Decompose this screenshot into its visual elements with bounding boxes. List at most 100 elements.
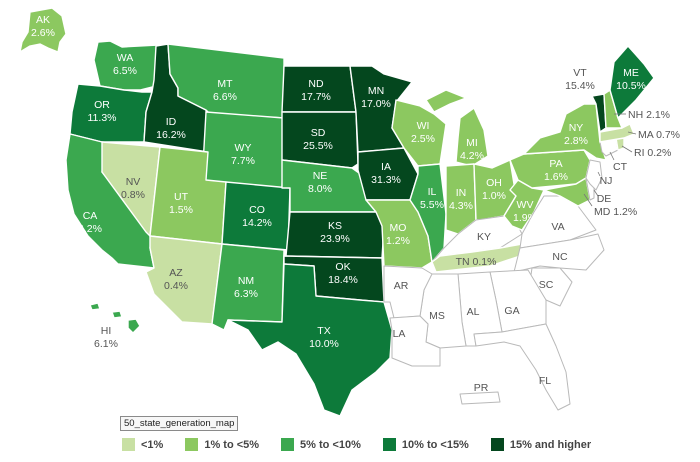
label-nd-value: 17.7%	[301, 91, 331, 103]
label-md: MD 1.2%	[594, 206, 637, 218]
label-in: IN	[456, 187, 467, 199]
state-fl	[473, 323, 571, 411]
legend-swatch-3	[382, 438, 396, 451]
legend-label-1: 1% to <5%	[204, 438, 260, 451]
label-ne-value: 8.0%	[308, 183, 332, 195]
label-ak-value: 2.6%	[31, 27, 55, 39]
label-ga: GA	[504, 305, 519, 317]
label-hi: HI	[101, 325, 112, 337]
label-ak: AK	[36, 14, 50, 26]
label-la: LA	[393, 328, 406, 340]
label-sc: SC	[539, 279, 554, 291]
label-me-value: 10.5%	[616, 80, 646, 92]
state-mi	[425, 89, 489, 167]
legend-label-3: 10% to <15%	[401, 438, 469, 451]
legend-item-3: 10% to <15%	[382, 438, 469, 451]
label-nh: NH 2.1%	[628, 109, 670, 121]
label-wv-value: 1.9%	[513, 212, 537, 224]
label-ca-value: 6.2%	[78, 223, 102, 235]
legend-swatch-2	[281, 438, 295, 451]
leader-nj	[597, 171, 601, 177]
label-ca: CA	[83, 210, 98, 222]
label-ok-value: 18.4%	[328, 274, 358, 286]
state-pr	[459, 391, 501, 405]
label-me: ME	[623, 67, 639, 79]
label-ri: RI 0.2%	[634, 147, 671, 159]
label-sd: SD	[311, 127, 326, 139]
label-wv: WV	[517, 199, 534, 211]
leader-ct	[609, 151, 615, 161]
label-pa-value: 1.6%	[544, 171, 568, 183]
legend-swatch-1	[185, 438, 199, 451]
label-mi-value: 4.2%	[460, 150, 484, 162]
label-wy: WY	[235, 142, 252, 154]
label-mo-value: 1.2%	[386, 235, 410, 247]
label-ia-value: 31.3%	[371, 174, 401, 186]
label-wa: WA	[117, 52, 134, 64]
label-or: OR	[94, 99, 110, 111]
label-nm-value: 6.3%	[234, 288, 258, 300]
legend-item-1: 1% to <5%	[185, 438, 259, 451]
label-ny-value: 2.8%	[564, 135, 588, 147]
state-nh	[603, 89, 623, 129]
label-mo: MO	[390, 222, 407, 234]
label-ne: NE	[313, 170, 328, 182]
label-oh-value: 1.0%	[482, 190, 506, 202]
label-ms: MS	[429, 310, 445, 322]
label-ut: UT	[174, 191, 189, 203]
label-wy-value: 7.7%	[231, 155, 255, 167]
label-mt-value: 6.6%	[213, 91, 237, 103]
label-nj: NJ	[600, 175, 613, 187]
legend: <1% 1% to <5% 5% to <10% 10% to <15% 15%…	[122, 438, 591, 451]
label-ut-value: 1.5%	[169, 204, 193, 216]
label-ks-value: 23.9%	[320, 233, 350, 245]
state-me	[609, 45, 655, 119]
label-mn-value: 17.0%	[361, 98, 391, 110]
state-ak	[19, 7, 67, 53]
label-ar: AR	[394, 280, 409, 292]
label-ma: MA 0.7%	[638, 129, 680, 141]
label-nc: NC	[552, 251, 568, 263]
legend-label-4: 15% and higher	[509, 438, 592, 451]
label-nd: ND	[308, 78, 324, 90]
label-or-value: 11.3%	[88, 112, 117, 124]
label-nv: NV	[126, 176, 141, 188]
label-al: AL	[467, 306, 480, 318]
legend-label-2: 5% to <10%	[300, 438, 361, 451]
label-pa: PA	[549, 158, 562, 170]
label-tx: TX	[317, 325, 330, 337]
label-oh: OH	[486, 177, 502, 189]
label-co-value: 14.2%	[242, 217, 272, 229]
leader-md	[583, 193, 593, 207]
label-az: AZ	[169, 267, 183, 279]
label-tx-value: 10.0%	[309, 338, 339, 350]
label-de: DE	[597, 193, 612, 205]
legend-swatch-4	[490, 438, 504, 451]
label-wa-value: 6.5%	[113, 65, 137, 77]
label-mi: MI	[466, 137, 478, 149]
label-il: IL	[428, 186, 437, 198]
label-ia: IA	[381, 161, 391, 173]
label-nm: NM	[238, 275, 254, 287]
legend-swatch-0	[122, 438, 135, 451]
label-vt-value: 15.4%	[565, 80, 595, 92]
label-wi-value: 2.5%	[411, 133, 435, 145]
label-co: CO	[249, 204, 265, 216]
label-pr: PR	[474, 382, 489, 394]
state-nv	[101, 141, 161, 237]
label-ok: OK	[335, 261, 350, 273]
map-caption: 50_state_generation_map	[120, 416, 239, 431]
legend-label-0: <1%	[141, 438, 164, 451]
legend-item-0: <1%	[122, 438, 163, 451]
state-hi	[89, 302, 141, 334]
label-vt: VT	[573, 67, 587, 79]
label-in-value: 4.3%	[449, 200, 473, 212]
leader-de	[593, 189, 599, 197]
state-il	[409, 163, 447, 263]
label-az-value: 0.4%	[164, 280, 188, 292]
label-wi: WI	[417, 120, 430, 132]
state-tx	[227, 263, 393, 417]
legend-item-4: 15% and higher	[490, 438, 592, 451]
label-va: VA	[551, 221, 564, 233]
label-ky: KY	[477, 231, 491, 243]
